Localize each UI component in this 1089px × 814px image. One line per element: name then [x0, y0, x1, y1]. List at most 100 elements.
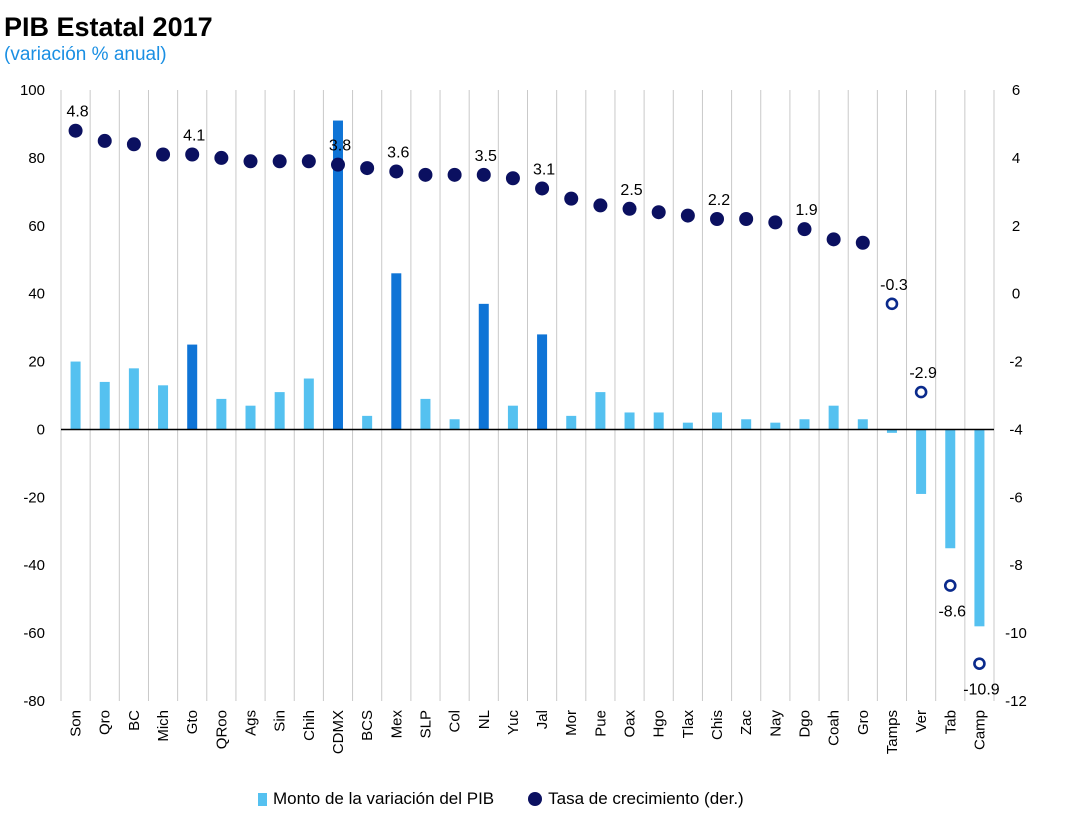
legend-item-bars: Monto de la variación del PIB	[258, 789, 494, 809]
bar-hgo	[653, 412, 664, 430]
legend-swatch-bar	[258, 792, 267, 806]
dot-dgo	[797, 222, 812, 237]
category-label: Gro	[855, 710, 872, 735]
bar-zac	[741, 419, 752, 430]
gridlines	[60, 90, 995, 701]
bar-jal	[537, 334, 548, 430]
dot-ver	[914, 385, 928, 399]
data-label: 3.1	[533, 161, 555, 178]
category-label: NL	[476, 710, 493, 729]
bar-nl	[478, 303, 489, 430]
dot-ags	[243, 154, 258, 169]
bar-qro	[99, 381, 110, 430]
left-axis-tick-label: 60	[28, 218, 45, 235]
dot-gro	[855, 235, 870, 250]
dot-slp	[418, 167, 433, 182]
bar-oax	[624, 412, 635, 430]
bar-son	[70, 361, 81, 430]
dot-oax	[622, 201, 637, 216]
bar-mex	[391, 273, 402, 430]
category-label: Tamps	[884, 710, 901, 754]
category-label: Chih	[301, 710, 318, 741]
dot-jal	[535, 181, 550, 196]
left-axis-tick-label: 0	[37, 421, 45, 438]
bar-series	[70, 120, 985, 627]
legend-label-bars: Monto de la variación del PIB	[273, 789, 495, 808]
category-label: Ags	[243, 710, 260, 736]
data-label: 1.9	[795, 202, 817, 219]
bar-ags	[245, 405, 256, 430]
left-axis-tick-label: 20	[28, 354, 45, 371]
dot-camp	[973, 657, 986, 670]
bar-tab	[945, 429, 956, 549]
right-axis-tick-label: 4	[1012, 150, 1020, 167]
category-label: SLP	[417, 710, 434, 738]
bar-pue	[595, 392, 606, 430]
legend-label-dots: Tasa de crecimiento (der.)	[548, 789, 744, 808]
bar-tamps	[886, 429, 897, 433]
bar-sin	[274, 392, 285, 430]
left-axis-tick-label: -80	[23, 693, 45, 710]
dot-bcs	[360, 161, 375, 176]
category-label: Sin	[272, 710, 289, 732]
bar-slp	[420, 398, 431, 430]
data-label: 2.2	[708, 192, 730, 209]
category-label: Gto	[184, 710, 201, 734]
data-label: 4.1	[183, 127, 205, 144]
dot-mex	[389, 164, 404, 179]
bar-col	[449, 419, 460, 430]
legend: Monto de la variación del PIB Tasa de cr…	[258, 789, 778, 809]
bar-nay	[770, 422, 781, 430]
category-label: BC	[126, 710, 143, 731]
dot-tamps	[885, 297, 899, 311]
dot-gto	[185, 147, 200, 162]
data-labels: 4.8 4.1 3.8 3.6 3.5 3.1 2.5 2.2 1.9 -0.3 -2.9 -8.6 -…	[66, 104, 999, 699]
category-label: Ver	[913, 710, 930, 733]
category-label: Son	[68, 710, 85, 737]
legend-item-dots: Tasa de crecimiento (der.)	[528, 789, 744, 809]
data-label: -2.9	[909, 365, 937, 382]
bar-ver	[916, 429, 927, 494]
dot-tab	[943, 579, 957, 592]
bar-qroo	[216, 398, 227, 430]
right-axis-tick-label: -12	[1005, 693, 1027, 710]
right-axis-tick-label: 0	[1012, 286, 1020, 303]
data-label: -8.6	[938, 604, 966, 621]
bar-chih	[303, 378, 314, 430]
category-label: Zac	[738, 710, 755, 736]
left-axis-tick-label: -40	[23, 557, 45, 574]
bar-mich	[158, 385, 169, 430]
category-label: Mor	[563, 710, 580, 736]
dot-cdmx	[330, 157, 345, 172]
category-label: Col	[447, 710, 464, 733]
chart-subtitle: (variación % anual)	[4, 44, 167, 65]
left-axis-tick-label: 40	[28, 286, 45, 303]
bar-bcs	[362, 415, 373, 430]
right-axis-tick-label: -4	[1009, 421, 1022, 438]
dot-coah	[826, 232, 841, 247]
category-label: Qro	[97, 710, 114, 735]
right-axis-tick-label: 2	[1012, 218, 1020, 235]
category-label: Hgo	[651, 710, 668, 738]
category-label: Jal	[534, 710, 551, 729]
dot-tlax	[680, 208, 695, 223]
category-label: BCS	[359, 710, 376, 741]
left-axis-tick-label: 100	[20, 82, 45, 99]
dot-pue	[593, 198, 608, 213]
dot-hgo	[651, 205, 666, 220]
dot-series	[68, 123, 986, 670]
dot-zac	[739, 211, 754, 226]
bar-tlax	[682, 422, 693, 430]
data-label: 3.6	[387, 144, 409, 161]
category-label: Mex	[388, 710, 405, 739]
category-label: Oax	[622, 710, 639, 738]
left-axis-tick-label: -60	[23, 625, 45, 642]
dot-yuc	[505, 171, 520, 186]
category-label: QRoo	[213, 710, 230, 749]
right-axis-tick-label: -2	[1009, 354, 1022, 371]
category-label: Nay	[767, 710, 784, 737]
bar-camp	[974, 429, 985, 627]
category-label: Yuc	[505, 710, 522, 736]
dot-mor	[564, 191, 579, 206]
